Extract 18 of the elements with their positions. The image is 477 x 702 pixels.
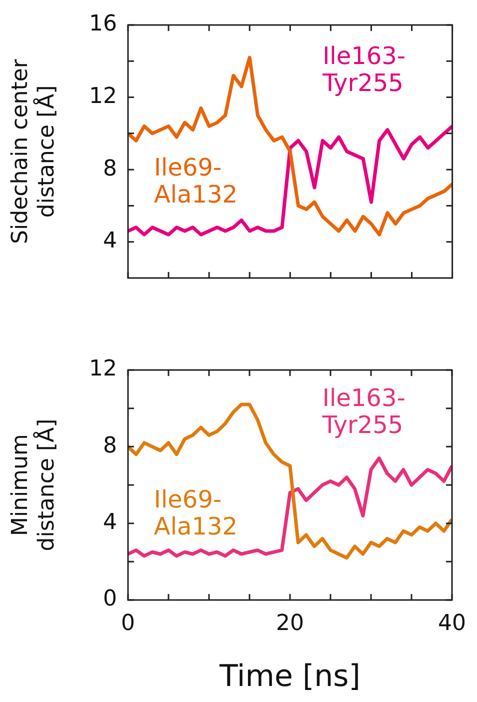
y-tick-label: 12 [89, 356, 117, 382]
y-tick-label: 16 [89, 12, 117, 37]
y-tick-label: 0 [103, 586, 117, 612]
y-tick-label: 4 [103, 510, 117, 536]
x-tick-label: 20 [276, 610, 304, 636]
y-tick-label: 12 [89, 84, 117, 110]
x-axis-title: Time [ns] [218, 658, 361, 694]
series-label: Ile163-Tyr255 [322, 42, 406, 98]
y-tick-label: 8 [103, 156, 117, 182]
x-tick-label: 40 [438, 610, 466, 636]
y-tick-label: 8 [103, 433, 117, 458]
series-label: Ile163-Tyr255 [321, 384, 406, 440]
y-tick-label: 4 [103, 228, 117, 254]
series-label: Ile69-Ala132 [154, 485, 238, 540]
y-axis-title: Sidechain center distance [Å] [8, 58, 60, 244]
series-label: Ile69-Ala132 [154, 153, 238, 208]
y-axis-title: Minimum distance [Å] [8, 418, 60, 552]
x-tick-label: 0 [121, 610, 135, 636]
